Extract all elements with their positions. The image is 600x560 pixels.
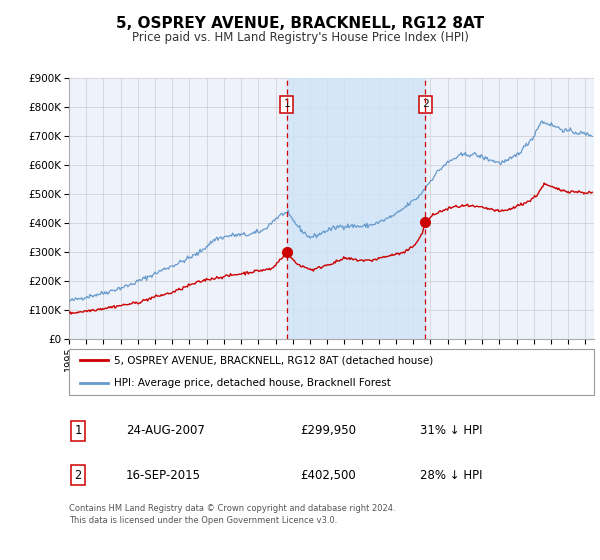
Text: 28% ↓ HPI: 28% ↓ HPI (420, 469, 482, 482)
Text: 5, OSPREY AVENUE, BRACKNELL, RG12 8AT: 5, OSPREY AVENUE, BRACKNELL, RG12 8AT (116, 16, 484, 31)
Text: 31% ↓ HPI: 31% ↓ HPI (420, 424, 482, 437)
Text: 5, OSPREY AVENUE, BRACKNELL, RG12 8AT (detached house): 5, OSPREY AVENUE, BRACKNELL, RG12 8AT (d… (113, 356, 433, 365)
Text: 24-AUG-2007: 24-AUG-2007 (126, 424, 205, 437)
FancyBboxPatch shape (69, 349, 594, 395)
Text: £402,500: £402,500 (300, 469, 356, 482)
Text: Contains HM Land Registry data © Crown copyright and database right 2024.
This d: Contains HM Land Registry data © Crown c… (69, 504, 395, 525)
Text: £299,950: £299,950 (300, 424, 356, 437)
Text: 1: 1 (74, 424, 82, 437)
Text: HPI: Average price, detached house, Bracknell Forest: HPI: Average price, detached house, Brac… (113, 379, 391, 388)
Bar (287, 78, 425, 339)
Text: 16-SEP-2015: 16-SEP-2015 (126, 469, 201, 482)
Text: Price paid vs. HM Land Registry's House Price Index (HPI): Price paid vs. HM Land Registry's House … (131, 31, 469, 44)
Text: 2: 2 (74, 469, 82, 482)
Text: 2: 2 (422, 100, 429, 109)
Text: 1: 1 (283, 100, 290, 109)
